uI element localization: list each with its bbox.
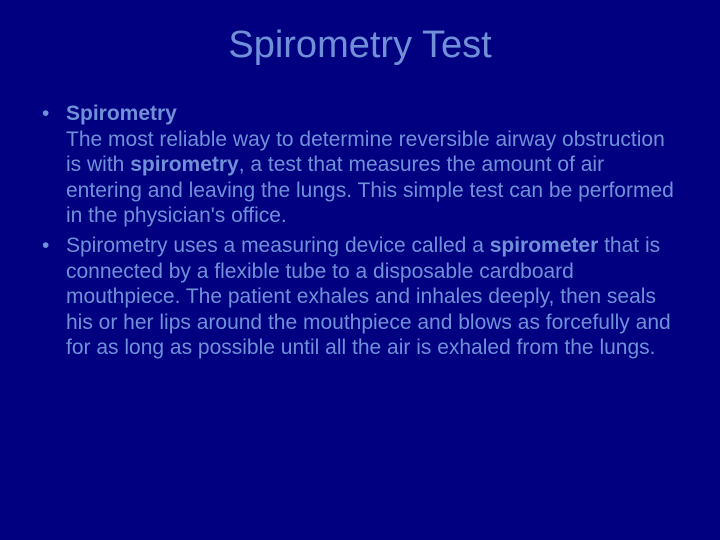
text-run: spirometer [490,234,599,257]
slide-title: Spirometry Test [28,24,692,67]
bullet-heading: Spirometry [66,102,177,125]
text-run: Spirometry uses a measuring device calle… [66,234,490,257]
slide: Spirometry Test SpirometryThe most relia… [0,0,720,540]
bullet-list: SpirometryThe most reliable way to deter… [28,101,692,361]
bullet-item: SpirometryThe most reliable way to deter… [36,101,682,229]
bullet-item: Spirometry uses a measuring device calle… [36,233,682,361]
text-run: spirometry [130,153,239,176]
